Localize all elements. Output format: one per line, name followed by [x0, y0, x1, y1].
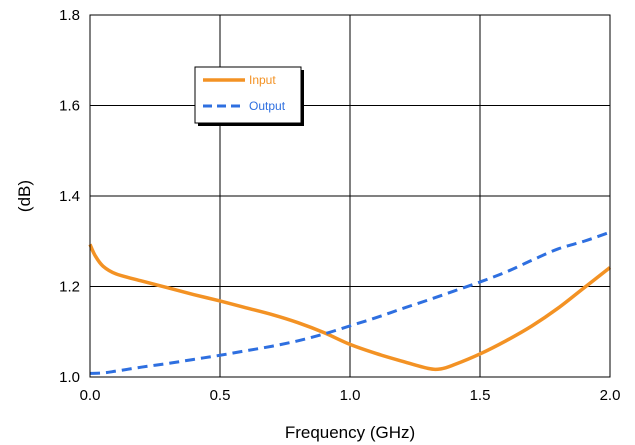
plot-frame [89, 14, 611, 378]
series-layer [88, 230, 612, 375]
series-line-input [88, 243, 612, 372]
legend: Input Output [194, 66, 304, 126]
x-tick-label: 2.0 [600, 387, 621, 404]
series-line-output [89, 230, 611, 375]
y-axis-label: (dB) [15, 180, 34, 212]
x-tick-label: 0.5 [210, 387, 231, 404]
x-tick-label: 1.0 [340, 387, 361, 404]
x-tick-label: 1.5 [470, 387, 491, 404]
legend-label-input: Input [249, 73, 276, 87]
legend-box [194, 66, 302, 124]
x-tick-labels: 0.0 0.5 1.0 1.5 2.0 [80, 387, 621, 404]
x-tick-label: 0.0 [80, 387, 101, 404]
y-tick-label: 1.6 [59, 98, 80, 115]
y-tick-label: 1.2 [59, 279, 80, 296]
y-tick-labels: 1.0 1.2 1.4 1.6 1.8 [59, 7, 80, 386]
y-tick-label: 1.4 [59, 188, 80, 205]
y-tick-label: 1.8 [59, 7, 80, 24]
x-axis-label: Frequency (GHz) [285, 423, 415, 442]
y-tick-label: 1.0 [59, 369, 80, 386]
legend-label-output: Output [249, 99, 286, 113]
